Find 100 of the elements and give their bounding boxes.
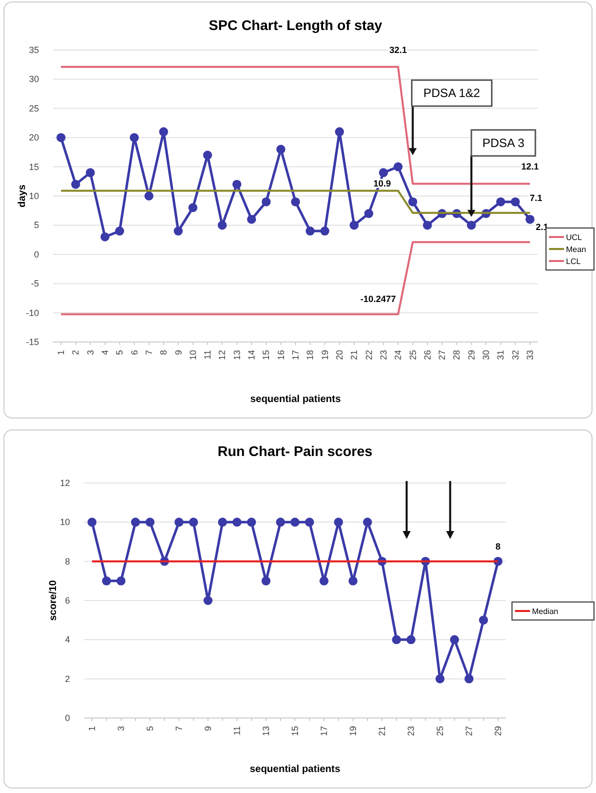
x-tick-label: 17 <box>319 726 329 736</box>
y-tick-label: 15 <box>28 162 39 172</box>
point <box>436 674 444 684</box>
y-tick-label: 30 <box>28 74 39 84</box>
x-tick-label: 20 <box>334 350 344 360</box>
point <box>262 197 271 206</box>
x-tick-label: 12 <box>217 350 228 360</box>
point <box>203 150 212 160</box>
point <box>422 220 432 230</box>
annotation: 8 <box>495 541 501 552</box>
y-tick-label: 0 <box>34 249 39 260</box>
x-tick-label: 30 <box>481 350 492 360</box>
point <box>363 518 372 527</box>
chart-title: Run Chart- Pain scores <box>218 443 373 459</box>
x-tick-label: 25 <box>408 350 418 360</box>
point <box>174 226 183 236</box>
x-tick-label: 17 <box>290 350 300 360</box>
point <box>262 576 270 586</box>
x-tick-label: 23 <box>378 350 388 360</box>
y-tick-label: 12 <box>60 478 70 488</box>
point <box>100 232 110 242</box>
x-tick-label: 21 <box>349 350 360 360</box>
y-tick-label: 10 <box>28 191 39 201</box>
y-axis-title: score/10 <box>48 580 59 621</box>
point <box>392 635 401 644</box>
x-tick-label: 22 <box>364 350 374 360</box>
x-tick-label: 1 <box>87 726 97 732</box>
point <box>334 127 344 136</box>
legend-label: Mean <box>566 245 586 254</box>
x-tick-label: 18 <box>305 350 316 360</box>
point <box>350 220 359 230</box>
x-tick-label: 11 <box>202 350 213 360</box>
point <box>56 133 66 142</box>
annotation: -10.2477 <box>360 294 396 304</box>
x-tick-label: 29 <box>493 726 503 736</box>
point <box>116 576 126 586</box>
point <box>510 197 520 206</box>
y-tick-label: 5 <box>34 220 39 230</box>
point <box>146 518 154 527</box>
x-tick-label: 27 <box>437 350 448 360</box>
point <box>130 133 139 142</box>
point <box>526 214 534 224</box>
y-tick-label: 4 <box>64 634 70 645</box>
point <box>320 576 328 586</box>
x-tick-label: 19 <box>348 726 358 736</box>
point <box>334 518 343 527</box>
point <box>305 518 314 527</box>
point <box>466 220 476 230</box>
x-tick-label: 29 <box>466 350 476 360</box>
x-tick-label: 2 <box>70 350 81 356</box>
x-tick-label: 6 <box>129 350 140 356</box>
x-tick-label: 31 <box>496 350 506 360</box>
point <box>406 635 416 644</box>
x-tick-label: 13 <box>232 350 242 360</box>
x-tick-label: 14 <box>246 350 257 360</box>
y-tick-label: 35 <box>28 45 39 55</box>
point <box>320 226 330 236</box>
annotation: 7.1 <box>530 192 542 203</box>
x-tick-label: 9 <box>203 726 213 732</box>
x-tick-label: 4 <box>100 350 110 356</box>
y-tick-label: 6 <box>64 596 70 606</box>
x-tick-label: 13 <box>261 726 271 736</box>
point <box>189 518 198 527</box>
point <box>247 214 256 224</box>
x-tick-label: 28 <box>452 350 462 360</box>
point <box>464 674 474 684</box>
x-tick-label: 16 <box>276 350 286 360</box>
point <box>348 576 358 586</box>
y-tick-label: 20 <box>28 132 39 143</box>
annotation: PDSA 3 <box>482 136 525 150</box>
legend-label: UCL <box>566 233 583 242</box>
point <box>204 596 212 605</box>
point <box>102 576 111 586</box>
y-tick-label: 10 <box>60 517 70 528</box>
point <box>86 168 95 178</box>
x-tick-label: 15 <box>261 350 272 360</box>
y-tick-label: 0 <box>64 713 70 723</box>
point <box>115 226 124 236</box>
point <box>450 635 459 644</box>
point <box>159 127 168 136</box>
point <box>496 197 506 206</box>
x-tick-label: 10 <box>188 350 198 360</box>
point <box>364 209 374 218</box>
annotation: 32.1 <box>389 44 407 55</box>
x-tick-label: 3 <box>85 350 96 356</box>
chart-title: SPC Chart- Length of stay <box>208 17 382 33</box>
x-tick-label: 32 <box>510 350 520 360</box>
x-tick-label: 23 <box>406 726 416 736</box>
x-tick-label: 21 <box>377 726 387 736</box>
point <box>218 220 227 230</box>
x-tick-label: 11 <box>232 726 242 736</box>
x-tick-label: 27 <box>464 726 474 736</box>
point <box>290 518 300 527</box>
y-tick-label: 2 <box>64 674 70 684</box>
y-axis-title: days <box>17 184 28 208</box>
y-tick-label: -10 <box>26 308 39 318</box>
point <box>232 518 242 527</box>
point <box>378 168 388 178</box>
point <box>131 518 140 527</box>
annotation: PDSA 1&2 <box>423 86 480 100</box>
